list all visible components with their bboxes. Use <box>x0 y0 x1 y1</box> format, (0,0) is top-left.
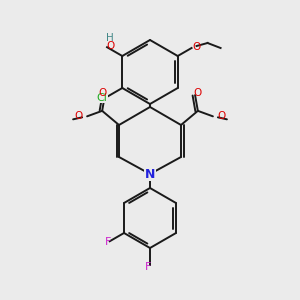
Text: N: N <box>145 167 155 181</box>
Text: O: O <box>99 88 107 98</box>
Text: Cl: Cl <box>96 93 107 103</box>
Text: O: O <box>217 111 225 121</box>
Text: F: F <box>145 262 151 272</box>
Text: O: O <box>106 41 114 51</box>
Text: H: H <box>106 33 114 43</box>
Text: O: O <box>193 42 201 52</box>
Text: F: F <box>104 237 111 247</box>
Text: O: O <box>193 88 201 98</box>
Text: O: O <box>75 111 83 121</box>
